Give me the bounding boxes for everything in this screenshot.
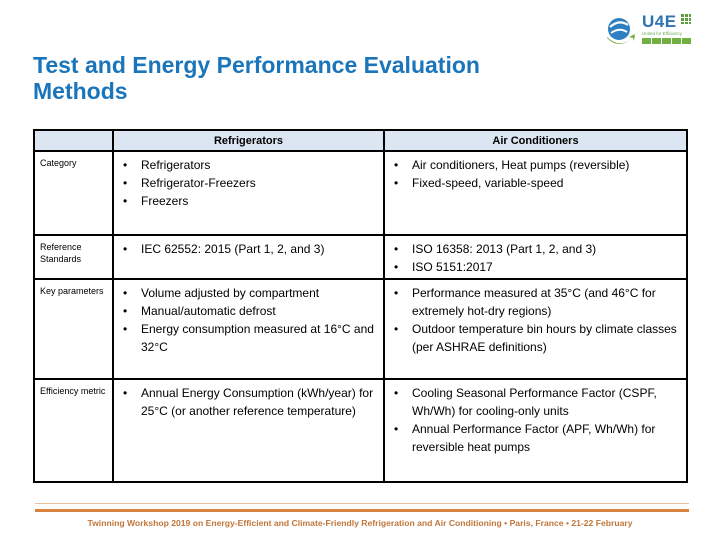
row-label-reference-standards: Reference Standards [33, 234, 114, 280]
cell-parameters-air-conditioners: Performance measured at 35°C (and 46°C f… [383, 278, 688, 380]
cell-category-air-conditioners: Air conditioners, Heat pumps (reversible… [383, 150, 688, 236]
list-item: IEC 62552: 2015 (Part 1, 2, and 3) [114, 240, 379, 258]
table-header-row: Refrigerators Air Conditioners [33, 129, 688, 152]
u4e-logo-subtext: United for Efficiency [642, 31, 682, 36]
list-item: Manual/automatic defrost [114, 302, 379, 320]
footer-divider-thin [35, 503, 689, 504]
list-item: Outdoor temperature bin hours by climate… [385, 320, 682, 356]
cell-category-refrigerators: Refrigerators Refrigerator-Freezers Free… [112, 150, 385, 236]
list-item: Air conditioners, Heat pumps (reversible… [385, 156, 682, 174]
list-item: Energy consumption measured at 16°C and … [114, 320, 379, 356]
u4e-logo: U4E United for Efficiency [604, 13, 704, 53]
row-label-category: Category [33, 150, 114, 236]
cell-standards-air-conditioners: ISO 16358: 2013 (Part 1, 2, and 3) ISO 5… [383, 234, 688, 280]
list-item: Freezers [114, 192, 379, 210]
table-row-reference-standards: Reference Standards IEC 62552: 2015 (Par… [33, 234, 688, 280]
u4e-logo-text: U4E [642, 12, 677, 31]
list-item: Cooling Seasonal Performance Factor (CSP… [385, 384, 682, 420]
list-item: Annual Performance Factor (APF, Wh/Wh) f… [385, 420, 682, 456]
row-label-efficiency-metric: Efficiency metric [33, 378, 114, 483]
cell-metric-refrigerators: Annual Energy Consumption (kWh/year) for… [112, 378, 385, 483]
comparison-table: Refrigerators Air Conditioners Category … [33, 129, 688, 483]
footer-divider-thick [35, 509, 689, 512]
list-item: ISO 16358: 2013 (Part 1, 2, and 3) [385, 240, 682, 258]
list-item: Annual Energy Consumption (kWh/year) for… [114, 384, 379, 420]
list-item: Fixed-speed, variable-speed [385, 174, 682, 192]
list-item: Refrigerators [114, 156, 379, 174]
row-label-key-parameters: Key parameters [33, 278, 114, 380]
qr-code-icon [679, 13, 691, 24]
cell-standards-refrigerators: IEC 62552: 2015 (Part 1, 2, and 3) [112, 234, 385, 280]
page-title: Test and Energy Performance Evaluation M… [33, 52, 480, 105]
footer-caption: Twinning Workshop 2019 on Energy-Efficie… [87, 518, 633, 528]
list-item: Refrigerator-Freezers [114, 174, 379, 192]
table-row-category: Category Refrigerators Refrigerator-Free… [33, 150, 688, 236]
u4e-swirl-icon [607, 18, 635, 44]
corner-cell [33, 129, 114, 152]
list-item: ISO 5151:2017 [385, 258, 682, 276]
table-row-efficiency-metric: Efficiency metric Annual Energy Consumpt… [33, 378, 688, 483]
cell-metric-air-conditioners: Cooling Seasonal Performance Factor (CSP… [383, 378, 688, 483]
list-item: Volume adjusted by compartment [114, 284, 379, 302]
column-header-refrigerators: Refrigerators [112, 129, 385, 152]
list-item: Performance measured at 35°C (and 46°C f… [385, 284, 682, 320]
column-header-air-conditioners: Air Conditioners [383, 129, 688, 152]
cell-parameters-refrigerators: Volume adjusted by compartment Manual/au… [112, 278, 385, 380]
table-row-key-parameters: Key parameters Volume adjusted by compar… [33, 278, 688, 380]
partner-blocks-icon [642, 38, 691, 44]
